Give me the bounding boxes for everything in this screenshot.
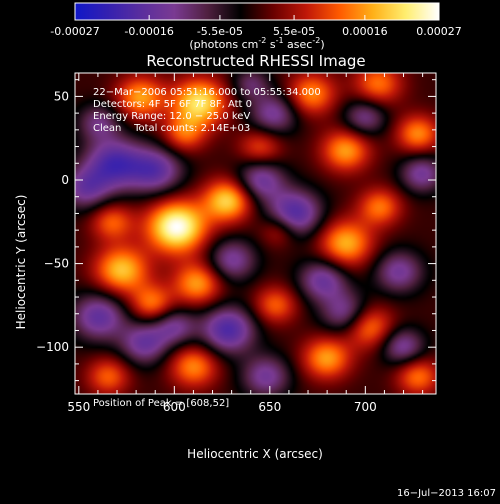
colorbar-tick-label: 5.5e-05	[273, 25, 315, 38]
axis-ticks: 550 600 650 700 −100 −50 0 50	[36, 73, 436, 414]
colorbar-unit-label: (photons cm-2 s-1 asec-2)	[189, 36, 324, 51]
timestamp: 16−Jul−2013 16:07	[397, 488, 496, 499]
plot-frame	[74, 72, 437, 395]
peak-position-label: Position of Peak = [608,52]	[93, 398, 229, 409]
colorbar: -0.00027 -0.00016 -5.5e-05 5.5e-05 0.00016 0.…	[50, 2, 462, 51]
x-tick-label: 650	[258, 400, 281, 414]
colorbar-ticks: -0.00027 -0.00016 -5.5e-05 5.5e-05 0.00016 0.…	[50, 15, 462, 38]
colorbar-scale	[75, 3, 439, 20]
y-tick-label: −100	[36, 340, 69, 354]
annotation-clean-counts: Clean Total counts: 2.14E+03	[93, 123, 250, 134]
colorbar-tick-label: -0.00027	[50, 25, 99, 38]
x-tick-label: 700	[354, 400, 377, 414]
x-axis-label: Heliocentric X (arcsec)	[187, 447, 323, 461]
colorbar-tick-label: -0.00016	[124, 25, 173, 38]
heatmap-image	[75, 73, 436, 394]
chart-title: Reconstructed RHESSI Image	[146, 52, 365, 70]
colorbar-tick-label: -5.5e-05	[197, 25, 243, 38]
y-tick-label: 0	[61, 173, 69, 187]
annotation-detectors: Detectors: 4F 5F 6F 7F 8F, Att 0	[93, 99, 252, 110]
x-tick-label: 600	[163, 400, 186, 414]
colorbar-frame	[74, 2, 440, 21]
y-tick-label: 50	[54, 89, 69, 103]
annotation-energy-range: Energy Range: 12.0 − 25.0 keV	[93, 111, 250, 122]
colorbar-tick-label: 0.00027	[416, 25, 462, 38]
y-axis-label: Heliocentric Y (arcsec)	[14, 195, 28, 330]
heatmap-raster	[75, 73, 436, 394]
colorbar-tick-label: 0.00016	[342, 25, 388, 38]
y-tick-label: −50	[44, 257, 69, 271]
annotation-time-range: 22−Mar−2006 05:51:16.000 to 05:55:34.000	[93, 87, 321, 98]
x-tick-label: 550	[67, 400, 90, 414]
annotation-block: 22−Mar−2006 05:51:16.000 to 05:55:34.000…	[93, 87, 321, 409]
